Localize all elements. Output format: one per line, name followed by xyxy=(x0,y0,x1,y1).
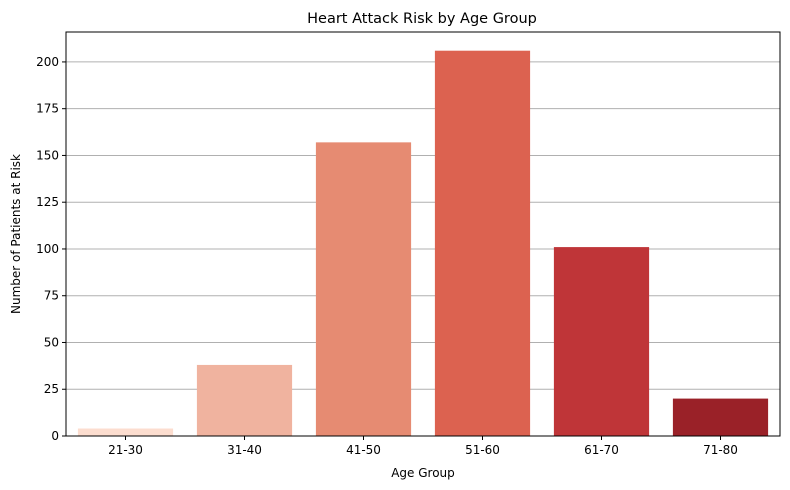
y-tick-label: 75 xyxy=(44,289,59,303)
bar-41-50 xyxy=(315,142,412,436)
chart-title: Heart Attack Risk by Age Group xyxy=(307,11,537,27)
x-tick-label: 21-30 xyxy=(108,443,143,457)
y-tick-label: 125 xyxy=(36,195,59,209)
bar-21-30 xyxy=(77,428,174,436)
y-axis-label: Number of Patients at Risk xyxy=(9,154,23,314)
y-tick-label: 0 xyxy=(51,429,59,443)
y-tick-label: 150 xyxy=(36,148,59,162)
y-tick-label: 25 xyxy=(44,382,59,396)
bar-51-60 xyxy=(434,50,531,436)
y-tick-label: 50 xyxy=(44,335,59,349)
x-tick-label: 51-60 xyxy=(465,443,500,457)
y-tick-label: 175 xyxy=(36,102,59,116)
bar-61-70 xyxy=(553,247,650,436)
y-tick-label: 100 xyxy=(36,242,59,256)
y-tick-label: 200 xyxy=(36,55,59,69)
bars xyxy=(77,50,769,436)
plot-frame xyxy=(65,31,781,437)
bar-31-40 xyxy=(196,364,293,436)
y-axis-ticks: 0 25 50 75 100 125 150 175 200 xyxy=(36,55,66,443)
x-axis-ticks: 21-30 31-40 41-50 51-60 61-70 71-80 xyxy=(108,436,738,457)
x-tick-label: 71-80 xyxy=(703,443,738,457)
x-tick-label: 41-50 xyxy=(346,443,381,457)
x-axis-label: Age Group xyxy=(391,466,455,480)
x-tick-label: 31-40 xyxy=(227,443,262,457)
x-tick-label: 61-70 xyxy=(584,443,619,457)
bar-71-80 xyxy=(672,398,769,436)
